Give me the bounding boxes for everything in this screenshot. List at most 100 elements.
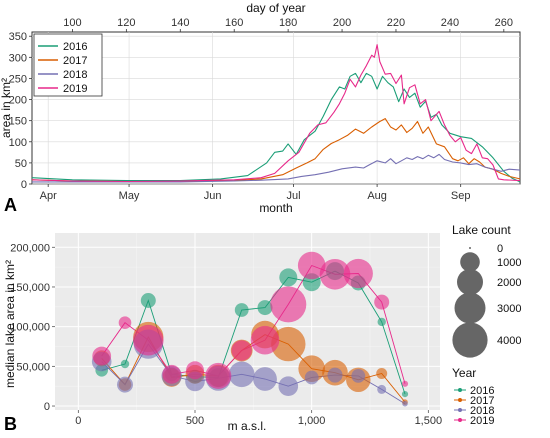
legend-a: 2016 2017 2018 2019 bbox=[33, 33, 103, 97]
legend-label-2019: 2019 bbox=[63, 83, 87, 95]
x-tick-label-month: Aug bbox=[367, 190, 387, 202]
color-legend-label-2017: 2017 bbox=[470, 395, 494, 407]
color-legend-dot-2017 bbox=[458, 398, 462, 402]
size-legend-label: 3000 bbox=[497, 303, 521, 315]
bubble-2016 bbox=[140, 293, 156, 308]
color-legend-label-2019: 2019 bbox=[470, 415, 494, 427]
size-legend-circle bbox=[460, 252, 480, 272]
bubble-2016 bbox=[377, 317, 386, 327]
bubble-2018 bbox=[304, 370, 319, 385]
legend-box-a bbox=[33, 33, 103, 97]
x2-axis-title-a: day of year bbox=[246, 1, 305, 15]
bubble-2016 bbox=[120, 359, 130, 369]
bubble-2016 bbox=[234, 303, 249, 317]
x-tick-label-month: Jun bbox=[204, 190, 222, 202]
ticks-a: 0 50 100 150 200 250 300 350 Apr May Jun Jul Aug Sep 1… bbox=[9, 17, 513, 202]
color-legend-label-2016: 2016 bbox=[470, 385, 494, 397]
bubble-2019 bbox=[250, 325, 280, 355]
color-legend-dot-2016 bbox=[458, 388, 462, 392]
x2-tick-label-doy: 100 bbox=[63, 17, 81, 29]
y-tick-label-a: 300 bbox=[9, 52, 27, 64]
bubble-2018 bbox=[377, 384, 387, 394]
y-tick-label-a: 0 bbox=[21, 179, 27, 191]
ticks-b: 0 50,000 100,000 150,000 200,000 0 500 1,000 1,5… bbox=[10, 242, 442, 427]
size-legend-circle bbox=[454, 292, 486, 324]
bubble-2017 bbox=[298, 355, 326, 383]
y-tick-label-a: 350 bbox=[9, 31, 27, 43]
size-legend-label: 1000 bbox=[497, 257, 521, 269]
legend-label-2017: 2017 bbox=[63, 55, 87, 67]
bubble-2017 bbox=[271, 326, 306, 362]
x2-tick-label-doy: 140 bbox=[171, 17, 189, 29]
bubble-2018 bbox=[327, 367, 343, 383]
color-legend-dot-2018 bbox=[458, 408, 462, 412]
series-b bbox=[91, 251, 409, 407]
bubble-2019 bbox=[186, 361, 204, 380]
x-tick-label-b: 500 bbox=[186, 415, 204, 427]
bubble-2019 bbox=[205, 362, 232, 389]
bubble-2019 bbox=[374, 294, 390, 310]
x2-tick-label-doy: 160 bbox=[225, 17, 243, 29]
x-tick-label-month: Jul bbox=[286, 190, 300, 202]
size-legend-label: 2000 bbox=[497, 277, 521, 289]
x-tick-label-month: Sep bbox=[451, 190, 471, 202]
bubble-2016 bbox=[257, 300, 273, 316]
y-axis-title-b: median lake area in km² bbox=[3, 260, 17, 388]
bubble-2018 bbox=[228, 361, 255, 388]
bubble-2019 bbox=[92, 346, 112, 366]
color-legend-dot-2019 bbox=[458, 418, 462, 422]
bubble-2017 bbox=[376, 368, 388, 379]
bubble-2019 bbox=[401, 380, 409, 387]
panel-b: 0 50,000 100,000 150,000 200,000 0 500 1,000 1,5… bbox=[3, 223, 521, 434]
series-a bbox=[31, 44, 521, 183]
bubble-2018 bbox=[278, 376, 299, 397]
bubble-2019 bbox=[343, 258, 373, 289]
x2-tick-label-doy: 240 bbox=[441, 17, 459, 29]
y-tick-label-a: 200 bbox=[9, 95, 27, 107]
size-legend-label: 4000 bbox=[497, 335, 521, 347]
bubble-2018 bbox=[351, 369, 366, 383]
y-tick-label-b: 50,000 bbox=[16, 361, 50, 373]
panel-a: 0 50 100 150 200 250 300 350 Apr May Jun Jul Aug Sep 1… bbox=[0, 1, 521, 215]
legend-label-2018: 2018 bbox=[63, 69, 87, 81]
size-legend-label: 0 bbox=[497, 243, 503, 255]
x2-tick-label-doy: 180 bbox=[279, 17, 297, 29]
y-tick-label-b: 200,000 bbox=[10, 242, 50, 254]
y-tick-label-a: 50 bbox=[15, 158, 27, 170]
bubble-2018 bbox=[402, 400, 408, 407]
bubble-2019 bbox=[118, 316, 132, 330]
plot-area-a bbox=[31, 31, 521, 185]
x-tick-label-month: May bbox=[119, 190, 140, 202]
x-axis-title-b: m a.s.l. bbox=[228, 419, 267, 433]
y-tick-label-b: 150,000 bbox=[10, 282, 50, 294]
bubble-2019 bbox=[162, 364, 182, 384]
x2-tick-label-doy: 120 bbox=[117, 17, 135, 29]
size-legend-circle bbox=[452, 322, 488, 358]
x2-tick-label-doy: 260 bbox=[495, 17, 513, 29]
legend-label-2016: 2016 bbox=[63, 41, 87, 53]
series-line-2017 bbox=[31, 118, 521, 183]
y-tick-label-b: 100,000 bbox=[10, 322, 50, 334]
x-tick-label-b: 0 bbox=[75, 415, 81, 427]
x-tick-label-b: 1,500 bbox=[415, 415, 443, 427]
size-legend-circle bbox=[469, 247, 471, 249]
size-legend: Lake count 0 1000 2000 3000 4000 bbox=[452, 223, 521, 358]
bubble-2016 bbox=[279, 268, 298, 287]
color-legend-title: Year bbox=[452, 366, 476, 380]
panel-letter-b: B bbox=[4, 414, 17, 434]
bubble-2019 bbox=[319, 259, 351, 290]
y-tick-label-a: 100 bbox=[9, 137, 27, 149]
bubble-2019 bbox=[133, 324, 164, 356]
color-legend-label-2018: 2018 bbox=[470, 405, 494, 417]
series-line-2016 bbox=[31, 72, 521, 183]
bubble-2019 bbox=[270, 286, 307, 323]
x2-tick-label-doy: 200 bbox=[333, 17, 351, 29]
size-legend-title: Lake count bbox=[452, 223, 511, 237]
bubble-2018 bbox=[117, 376, 133, 393]
x-tick-label-b: 1,000 bbox=[298, 415, 326, 427]
bubble-2018 bbox=[253, 367, 277, 391]
panel-letter-a: A bbox=[4, 195, 17, 215]
size-legend-circle bbox=[457, 269, 483, 295]
x-axis-title-a: month bbox=[259, 201, 292, 215]
